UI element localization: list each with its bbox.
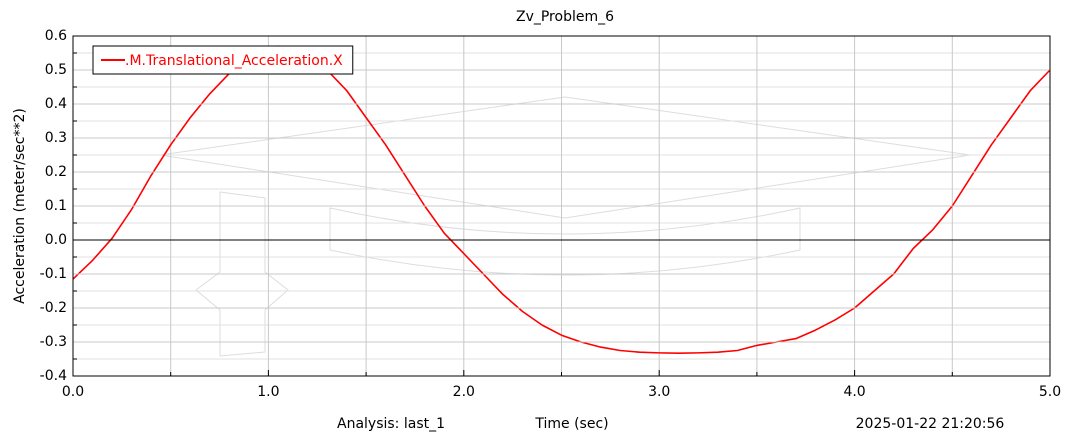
watermark-shape [159,96,971,219]
plot-frame [72,35,1051,377]
y-axis-label: Acceleration (meter/sec**2) [12,108,28,304]
legend-box [92,45,354,75]
x-axis-label: Time (sec) [534,416,608,432]
y-tick-label: -0.1 [40,266,67,282]
y-tick-label: 0.3 [45,130,67,146]
watermark-shape [329,207,801,276]
x-tick-label: 3.0 [648,384,670,400]
y-tick-label: 0.0 [45,232,67,248]
y-tick-label: 0.1 [45,198,67,214]
x-tick-label: 2.0 [453,384,475,400]
x-tick-label: 5.0 [1039,384,1061,400]
x-tick-label: 4.0 [843,384,865,400]
x-tick-label: 0.0 [62,384,84,400]
footer-left: Analysis: last_1 [337,416,445,432]
x-tick-label: 1.0 [257,384,279,400]
y-tick-label: 0.6 [45,28,67,44]
y-tick-label: 0.2 [45,164,67,180]
watermark-shape [195,191,289,357]
y-tick-label: 0.4 [45,96,67,112]
watermark [159,96,971,357]
y-tick-label: 0.5 [45,62,67,78]
chart-title: Zv_Problem_6 [516,9,614,25]
y-tick-label: -0.4 [40,368,67,384]
y-tick-label: -0.2 [40,300,67,316]
legend-label: .M.Translational_Acceleration.X [125,53,343,69]
y-tick-label: -0.3 [40,334,67,350]
legend: .M.Translational_Acceleration.X [92,45,354,75]
footer-right: 2025-01-22 21:20:56 [856,416,1005,432]
